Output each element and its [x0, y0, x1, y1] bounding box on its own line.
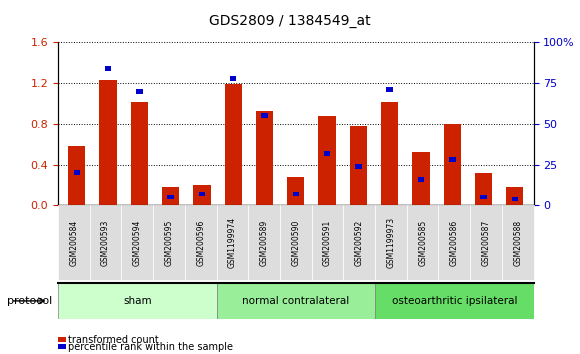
Text: sham: sham	[123, 296, 151, 306]
Bar	[418, 177, 424, 182]
Text: normal contralateral: normal contralateral	[242, 296, 349, 306]
Text: GSM200595: GSM200595	[165, 219, 173, 266]
Bar	[324, 151, 331, 155]
Bar	[350, 126, 367, 205]
Text: protocol: protocol	[7, 296, 52, 306]
Bar	[381, 102, 398, 205]
Text: osteoarthritic ipsilateral: osteoarthritic ipsilateral	[392, 296, 517, 306]
Bar	[287, 177, 305, 205]
Bar	[506, 187, 523, 205]
Bar	[512, 196, 518, 201]
Text: GSM200584: GSM200584	[70, 219, 78, 266]
Bar	[68, 146, 85, 205]
Bar	[168, 195, 174, 199]
Text: GSM1199973: GSM1199973	[386, 217, 396, 268]
Bar	[230, 76, 237, 81]
Text: GSM200591: GSM200591	[323, 219, 332, 266]
Bar	[449, 158, 455, 162]
Bar	[74, 171, 80, 175]
Text: GSM200588: GSM200588	[513, 219, 522, 266]
Bar	[386, 87, 393, 92]
Bar	[162, 187, 179, 205]
Bar	[130, 102, 148, 205]
Text: transformed count: transformed count	[68, 335, 159, 345]
Text: GSM200585: GSM200585	[418, 219, 427, 266]
Bar	[193, 185, 211, 205]
Bar	[224, 84, 242, 205]
Bar	[261, 114, 268, 118]
Bar	[444, 124, 461, 205]
Text: GDS2809 / 1384549_at: GDS2809 / 1384549_at	[209, 14, 371, 28]
Bar	[412, 152, 430, 205]
Bar	[475, 173, 492, 205]
Bar	[99, 80, 117, 205]
Text: percentile rank within the sample: percentile rank within the sample	[68, 342, 233, 352]
Bar	[216, 283, 375, 319]
Bar	[292, 192, 299, 196]
Bar	[136, 89, 143, 93]
Text: GSM200586: GSM200586	[450, 219, 459, 266]
Bar	[375, 283, 534, 319]
Text: GSM1199974: GSM1199974	[228, 217, 237, 268]
Text: GSM200596: GSM200596	[196, 219, 205, 266]
Bar	[105, 66, 111, 71]
Text: GSM200593: GSM200593	[101, 219, 110, 266]
Text: GSM200589: GSM200589	[260, 219, 269, 266]
Bar	[318, 116, 336, 205]
Bar	[480, 195, 487, 199]
Text: GSM200594: GSM200594	[133, 219, 142, 266]
Bar	[58, 283, 216, 319]
Text: GSM200587: GSM200587	[481, 219, 491, 266]
Bar	[199, 192, 205, 196]
Text: GSM200592: GSM200592	[355, 219, 364, 266]
Text: GSM200590: GSM200590	[291, 219, 300, 266]
Bar	[355, 164, 362, 169]
Bar	[256, 111, 273, 205]
